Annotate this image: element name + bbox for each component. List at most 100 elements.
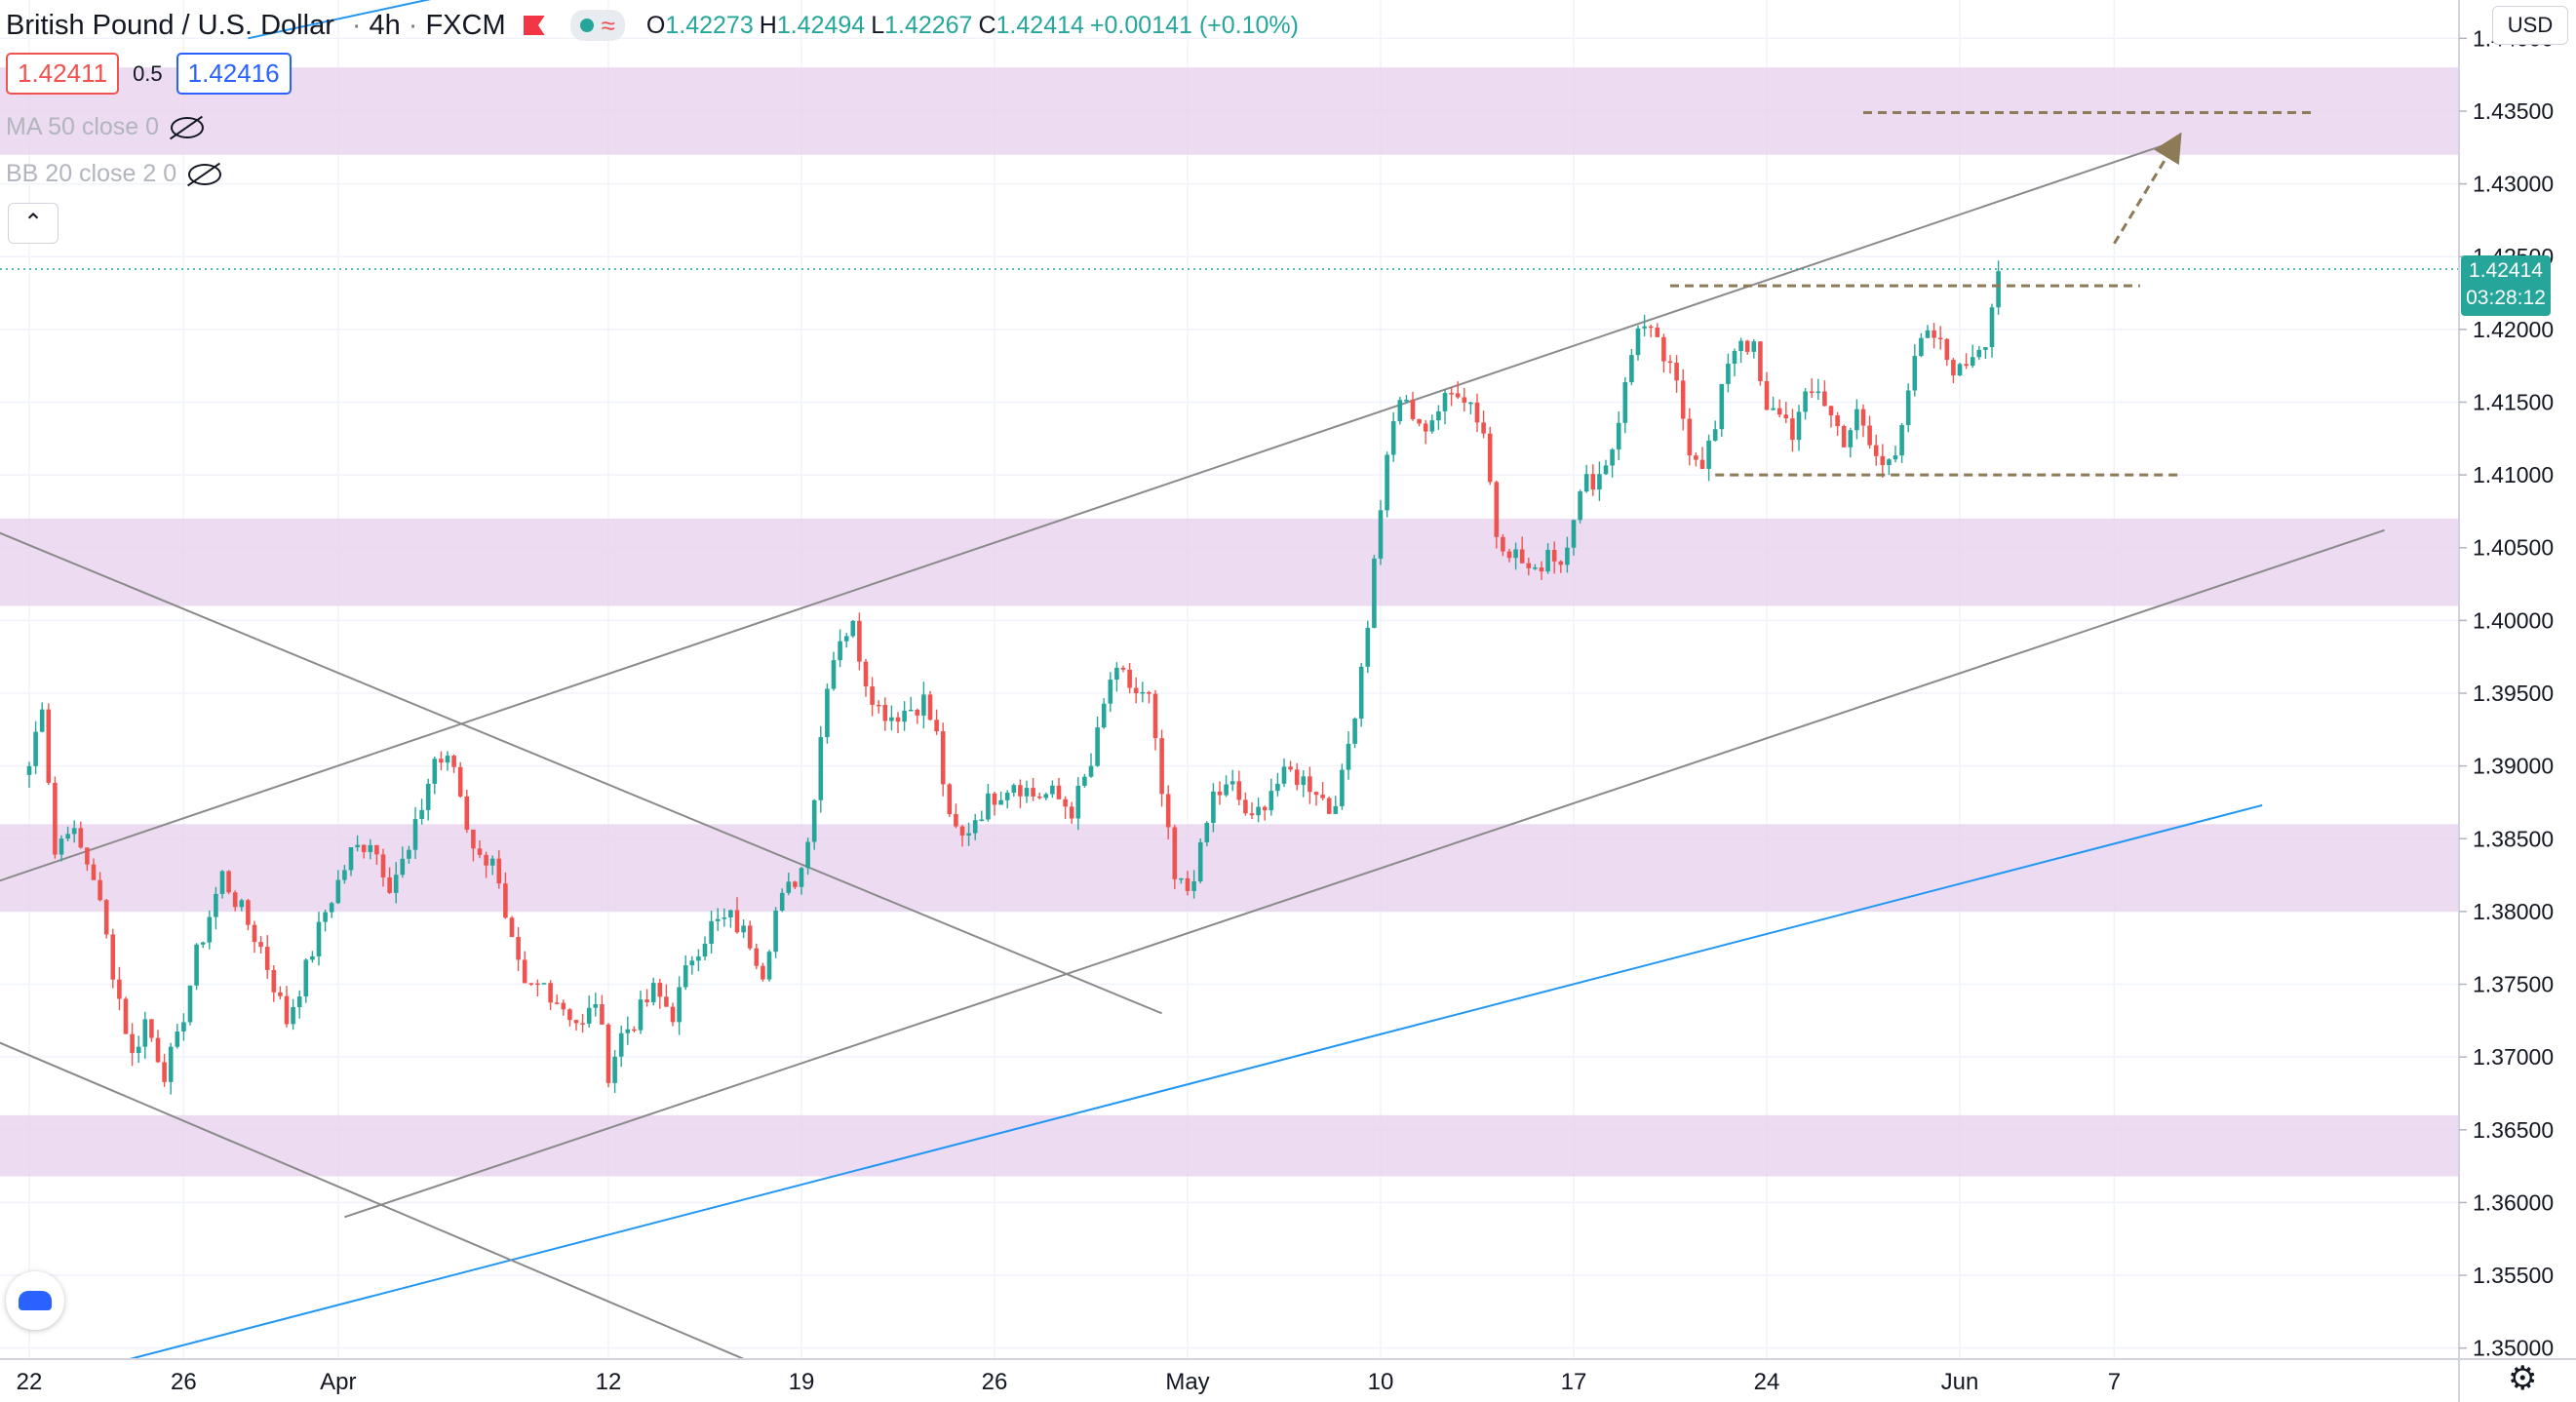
candle-body (142, 1019, 148, 1047)
candle-body (316, 921, 322, 956)
candle-body (528, 983, 534, 985)
candle-body (1970, 357, 1975, 367)
candle-body (1803, 391, 1808, 412)
candle-body (323, 912, 328, 922)
candle-body (747, 925, 753, 949)
candle-body (278, 992, 283, 996)
candle-body (799, 868, 804, 887)
candle-body (1333, 805, 1339, 814)
candle-body (1828, 406, 1834, 416)
exchange-label[interactable]: FXCM (425, 9, 506, 41)
candle-body (1165, 794, 1171, 828)
candle-body (65, 834, 70, 839)
candle-body (1610, 448, 1615, 466)
candle-body (683, 965, 688, 988)
candle-body (1340, 769, 1345, 806)
candle-body (1262, 806, 1268, 811)
candle-body (548, 983, 553, 1003)
candle-body (1378, 510, 1384, 559)
candle-body (1667, 361, 1673, 364)
candle-body (1744, 340, 1750, 352)
candle-body (155, 1037, 161, 1063)
price-axis[interactable]: 1.35000 1.35500 1.36000 1.36500 1.37000 1.375… (2459, 25, 2554, 1361)
logo-icon[interactable] (6, 1271, 64, 1330)
flag-icon[interactable] (523, 16, 545, 35)
candle-body (1140, 691, 1146, 694)
indicator-bb[interactable]: BB 20 close 2 0 (6, 160, 222, 188)
supply-demand-zone (0, 518, 2459, 606)
high-value: 1.42494 (776, 11, 866, 39)
currency-button[interactable]: USD (2492, 6, 2568, 45)
candle-body (715, 918, 721, 921)
candle-body (1732, 351, 1737, 365)
candle-body (554, 1002, 560, 1004)
projection-arrow (2113, 132, 2182, 245)
collapse-legend-button[interactable]: ⌃ (8, 203, 59, 244)
candle-body (1642, 326, 1647, 329)
candle-body (387, 876, 392, 893)
candle-body (1893, 455, 1898, 460)
time-axis[interactable]: 22 26 Apr 12 19 26 May 10 17 24 Jun 7 (17, 1369, 2121, 1395)
trendline (0, 1041, 747, 1359)
candle-body (130, 1033, 135, 1054)
candle-body (1758, 341, 1763, 381)
candle-body (1268, 791, 1274, 811)
time-tick-label: Jun (1941, 1369, 1979, 1395)
hidden-eye-icon[interactable] (171, 116, 205, 138)
indicator-ma[interactable]: MA 50 close 0 (6, 113, 205, 141)
price-tick-label: 1.43000 (2473, 172, 2554, 197)
candle-body (1204, 823, 1210, 842)
candle-body (1976, 349, 1982, 358)
candle-body (1088, 765, 1094, 777)
candle-body (1172, 827, 1178, 879)
candle-body (496, 858, 502, 884)
symbol-title[interactable]: British Pound / U.S. Dollar (6, 9, 334, 41)
candle-body (541, 983, 547, 985)
candle-body (677, 987, 682, 1023)
candle-body (1635, 328, 1641, 356)
candle-body (1597, 474, 1602, 490)
candle-body (1726, 364, 1731, 384)
candle-body (1905, 390, 1911, 425)
candle-body (1455, 393, 1461, 398)
candle-body (1229, 781, 1235, 785)
candle-body (1082, 776, 1087, 786)
candle-body (876, 704, 881, 707)
open-label: O (645, 11, 666, 39)
candle-body (1114, 667, 1119, 681)
candle-body (200, 942, 206, 945)
candle-body (754, 948, 760, 966)
candle-body (889, 717, 894, 721)
candle-body (1989, 307, 1995, 348)
candle-body (761, 965, 765, 980)
candle-body (1539, 567, 1544, 572)
candle-body (664, 996, 669, 1007)
candle-body (895, 717, 901, 722)
candle-body (1867, 425, 1872, 446)
candle-body (1179, 877, 1184, 880)
candle-body (1108, 680, 1113, 704)
candle-body (1308, 776, 1312, 793)
price-tick-label: 1.37500 (2473, 972, 2554, 997)
candle-body (1776, 408, 1782, 415)
ask-price-button[interactable]: 1.42416 (176, 53, 292, 95)
candle-body (979, 819, 985, 822)
time-tick-label: 22 (17, 1369, 43, 1395)
candle-body (149, 1019, 154, 1038)
candle-body (1217, 791, 1223, 796)
candle-body (1501, 536, 1505, 552)
bid-price-button[interactable]: 1.42411 (6, 53, 120, 95)
trendline (344, 528, 2385, 1219)
candle-body (1159, 738, 1164, 795)
change-value: +0.00141 (+0.10%) (1089, 11, 1299, 39)
interval-label[interactable]: 4h (369, 9, 401, 41)
candle-body (1243, 799, 1248, 814)
zone-group (0, 67, 2459, 1177)
candle-body (419, 809, 424, 820)
market-status-pill[interactable]: ≈ (569, 10, 625, 41)
candle-body (1699, 459, 1705, 469)
candle-body (477, 848, 483, 855)
hidden-eye-icon[interactable] (188, 163, 222, 185)
gear-icon[interactable]: ⚙ (2508, 1360, 2538, 1397)
